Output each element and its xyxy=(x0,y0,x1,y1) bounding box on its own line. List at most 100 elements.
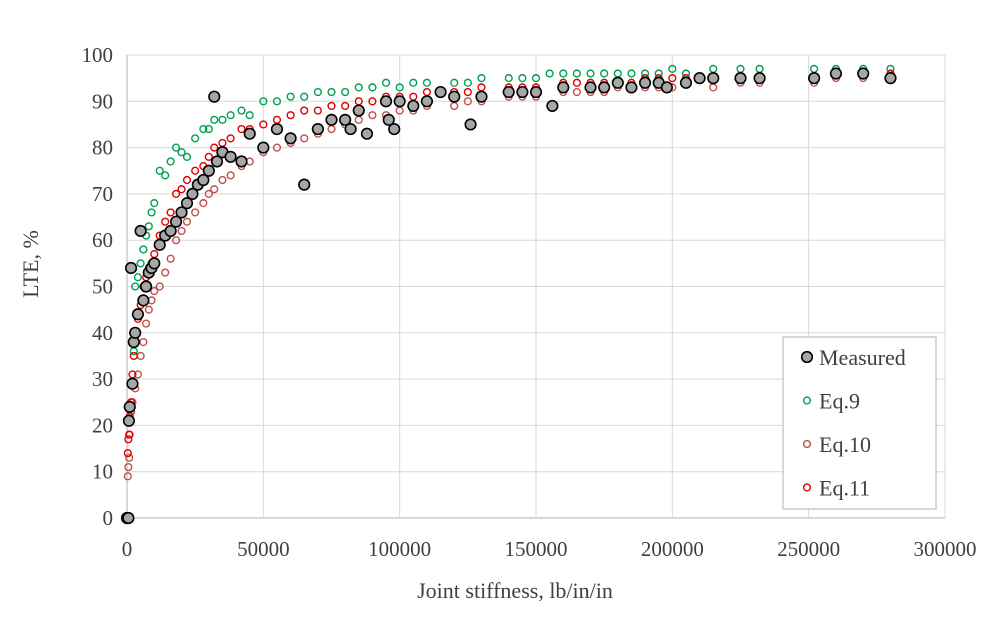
data-point xyxy=(182,175,192,185)
data-point xyxy=(124,462,133,472)
data-point xyxy=(131,308,145,321)
data-point xyxy=(504,74,513,83)
data-point xyxy=(693,72,706,85)
data-point xyxy=(161,171,170,180)
data-point xyxy=(182,152,192,161)
data-point xyxy=(734,72,747,85)
data-point xyxy=(124,435,133,444)
data-point xyxy=(166,254,175,263)
data-point xyxy=(300,106,309,115)
data-point xyxy=(531,74,541,83)
x-tick-label: 100000 xyxy=(368,537,431,561)
data-point xyxy=(393,95,406,108)
data-point xyxy=(638,76,652,89)
data-point xyxy=(125,453,134,462)
data-point xyxy=(237,106,246,115)
data-point xyxy=(123,400,136,413)
data-point xyxy=(600,69,609,78)
data-point xyxy=(475,90,488,103)
data-point xyxy=(341,101,350,111)
y-tick-label: 40 xyxy=(92,321,113,345)
data-point xyxy=(668,74,677,83)
legend-marker xyxy=(802,439,812,449)
data-point xyxy=(224,150,237,163)
data-point xyxy=(884,72,897,85)
data-point xyxy=(123,449,132,458)
data-point xyxy=(202,164,215,177)
data-point xyxy=(210,115,219,124)
legend-marker xyxy=(802,483,812,492)
legend-items: Measured Eq.9 Eq.10 Eq.11 xyxy=(800,345,906,501)
data-point xyxy=(354,83,363,92)
data-point xyxy=(286,111,295,120)
data-point xyxy=(226,111,235,120)
data-point xyxy=(434,85,447,99)
x-tick-labels: 0 50000 100000 150000 200000 250000 300000 xyxy=(122,537,977,561)
legend-item: Eq.11 xyxy=(802,476,870,501)
data-point xyxy=(124,261,138,275)
data-point xyxy=(210,143,219,152)
legend-item: Eq.9 xyxy=(802,389,860,414)
data-point xyxy=(420,95,434,108)
data-point xyxy=(572,87,582,97)
data-point xyxy=(171,236,181,245)
data-point xyxy=(464,118,477,131)
data-point xyxy=(235,155,248,168)
x-tick-label: 250000 xyxy=(777,537,840,561)
data-point xyxy=(557,81,570,94)
y-tick-label: 20 xyxy=(92,413,113,437)
y-tick-label: 50 xyxy=(92,275,113,299)
data-point xyxy=(197,173,210,187)
data-point xyxy=(191,166,200,175)
legend: Measured Eq.9 Eq.10 Eq.11 xyxy=(782,336,937,510)
data-point xyxy=(131,282,140,291)
data-point xyxy=(226,134,235,143)
data-point xyxy=(313,106,322,115)
data-point xyxy=(325,113,338,126)
data-point xyxy=(422,78,432,87)
y-axis-title: LTE, % xyxy=(18,230,43,298)
data-point xyxy=(407,99,420,113)
data-point xyxy=(259,120,268,129)
data-point xyxy=(463,78,472,87)
data-point xyxy=(448,90,461,103)
legend-marker xyxy=(800,350,814,364)
data-points xyxy=(120,64,897,525)
data-point xyxy=(660,81,673,94)
data-point xyxy=(339,113,352,126)
x-tick-label: 50000 xyxy=(237,537,290,561)
data-point xyxy=(272,143,282,152)
data-point xyxy=(311,122,324,136)
data-point xyxy=(171,189,181,199)
y-tick-label: 0 xyxy=(103,506,114,530)
y-tick-label: 70 xyxy=(92,182,113,206)
x-tick-label: 300000 xyxy=(914,537,977,561)
data-point xyxy=(313,87,322,97)
data-point xyxy=(545,69,554,78)
legend-label: Measured xyxy=(819,345,906,370)
data-point xyxy=(199,199,208,208)
x-tick-label: 200000 xyxy=(641,537,704,561)
data-point xyxy=(204,152,213,161)
x-axis-title: Joint stiffness, lb/in/in xyxy=(417,578,613,603)
data-point xyxy=(133,370,143,379)
data-point xyxy=(808,72,821,85)
data-point xyxy=(668,64,677,73)
data-point xyxy=(341,87,350,97)
data-point xyxy=(450,78,459,87)
data-point xyxy=(177,148,186,157)
data-point xyxy=(368,97,377,106)
data-point xyxy=(298,178,311,191)
series-measured xyxy=(120,67,897,525)
data-point xyxy=(129,351,138,361)
legend-item: Eq.10 xyxy=(802,432,871,457)
data-point xyxy=(141,319,151,328)
data-point xyxy=(382,113,395,126)
data-point xyxy=(707,72,720,85)
legend-item: Measured xyxy=(800,345,906,370)
legend-box xyxy=(782,336,937,510)
data-point xyxy=(191,134,200,143)
data-point xyxy=(379,95,393,108)
